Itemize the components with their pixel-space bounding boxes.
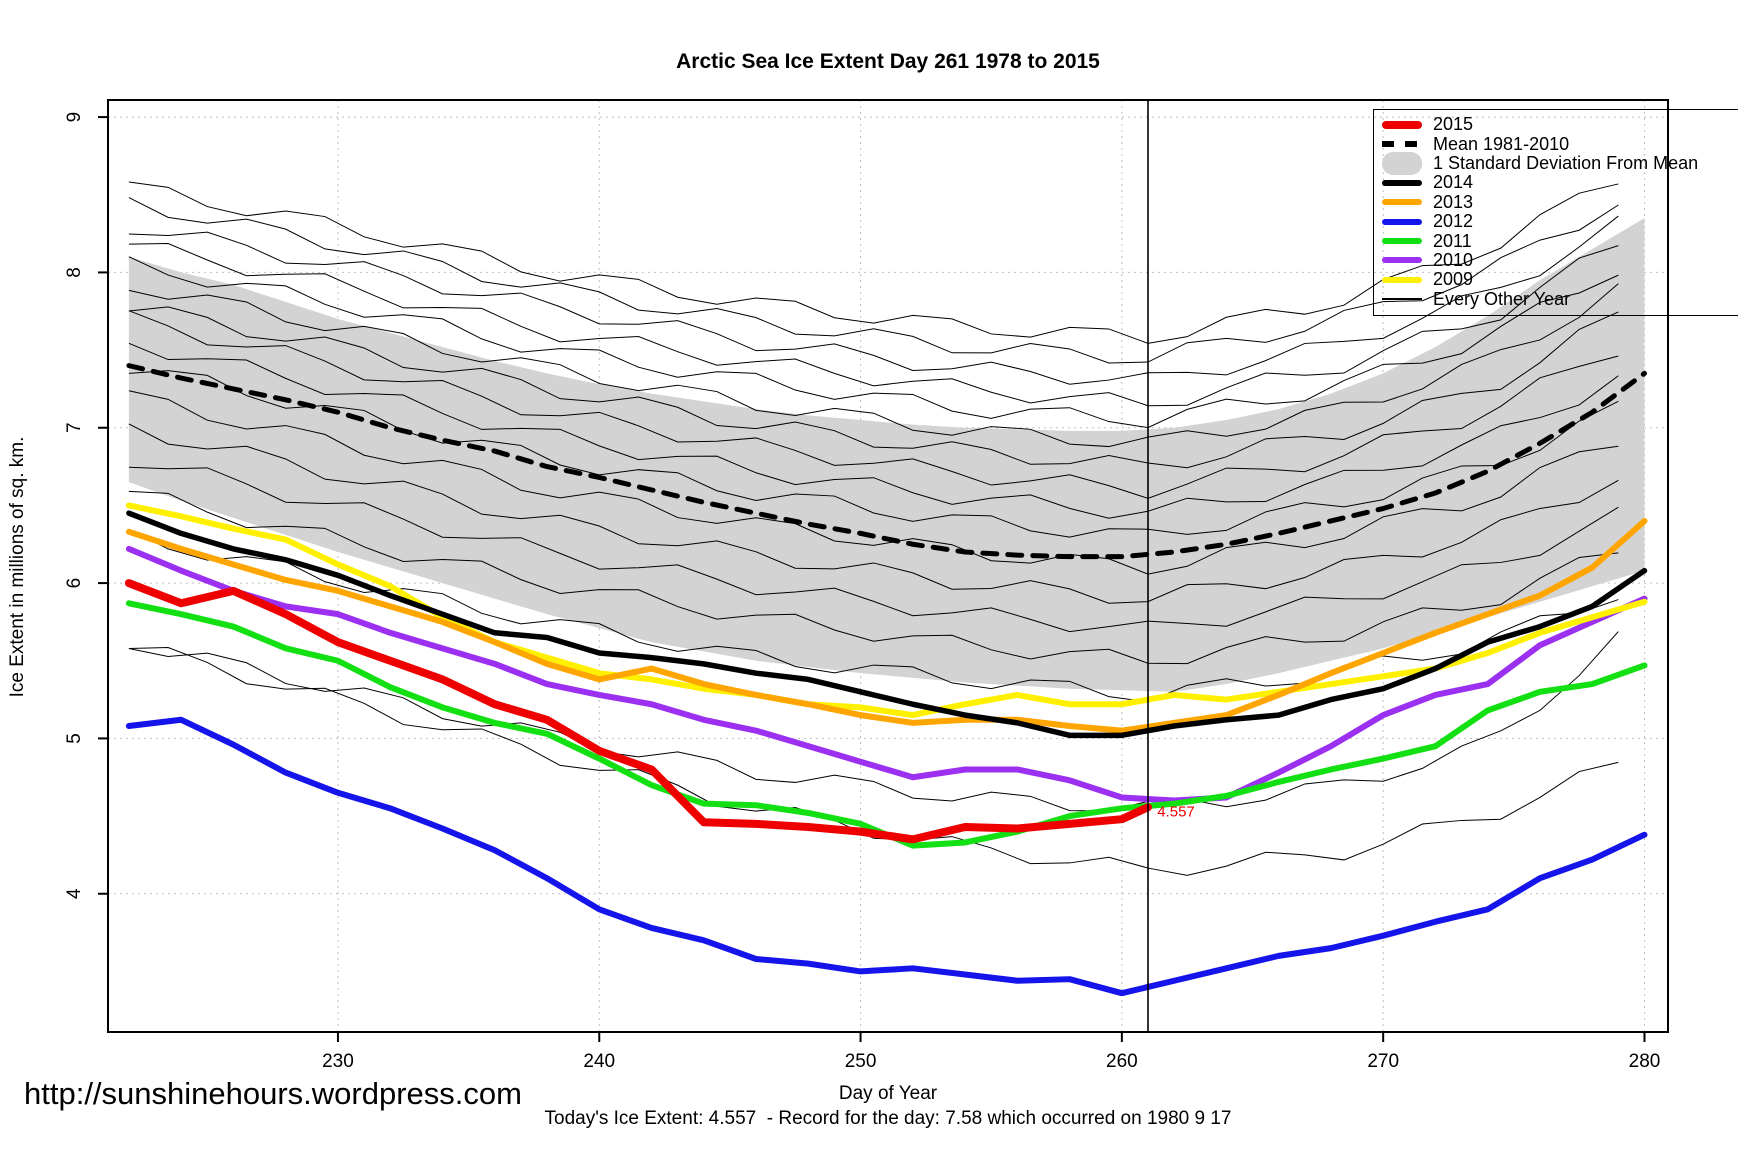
series-2009 — [125, 502, 1648, 719]
legend-swatch-thin — [1382, 298, 1422, 301]
legend-swatch-line — [1382, 276, 1422, 283]
legend-swatch-line — [1382, 238, 1422, 245]
series-2010 — [125, 545, 1648, 804]
y-axis-label: Ice Extent in millions of sq. km. — [7, 436, 28, 698]
legend-label: 2011 — [1433, 230, 1472, 251]
legend-swatch-band — [1382, 151, 1422, 175]
legend-label: 2009 — [1433, 269, 1474, 290]
svg-text:4: 4 — [64, 888, 85, 899]
chart-title: Arctic Sea Ice Extent Day 261 1978 to 20… — [676, 50, 1100, 73]
svg-text:9: 9 — [64, 112, 85, 123]
series-mean-1981-2010 — [126, 363, 1647, 560]
axis-ticks — [98, 116, 1646, 1042]
legend-item: 2013 — [1382, 191, 1738, 212]
legend-item: 2014 — [1382, 173, 1738, 192]
legend-label: Every Other Year — [1433, 288, 1571, 309]
svg-text:270: 270 — [1367, 1051, 1399, 1072]
svg-text:8: 8 — [64, 267, 85, 278]
legend-label: 1 Standard Deviation From Mean — [1433, 152, 1699, 173]
legend-swatch-line — [1382, 179, 1422, 186]
axis-tick-labels: 230 240 250 260 270 280 4 5 6 7 8 9 — [64, 112, 1660, 1072]
series-2014 — [126, 510, 1648, 739]
legend-item: 1 Standard Deviation From Mean — [1382, 151, 1738, 175]
svg-text:240: 240 — [583, 1051, 615, 1072]
legend-item: 2015 — [1382, 115, 1738, 134]
legend-swatch-line — [1382, 199, 1422, 206]
legend-label: 2010 — [1433, 249, 1474, 270]
legend-item: 2010 — [1382, 249, 1738, 270]
legend-swatch-dashed — [1382, 141, 1422, 148]
legend-item: 2012 — [1382, 212, 1738, 231]
legend-item: 2011 — [1382, 231, 1738, 250]
svg-text:260: 260 — [1106, 1051, 1138, 1072]
svg-text:250: 250 — [845, 1051, 877, 1072]
svg-text:280: 280 — [1629, 1051, 1661, 1072]
legend-swatch-line — [1382, 218, 1422, 225]
url-watermark: http://sunshinehours.wordpress.com — [24, 1076, 522, 1111]
legend-swatch-thick — [1382, 120, 1422, 129]
legend-item: Every Other Year — [1382, 288, 1738, 309]
svg-text:7: 7 — [64, 422, 85, 433]
svg-text:230: 230 — [322, 1051, 354, 1072]
caption-todays-extent: Today's Ice Extent: 4.557 - Record for t… — [544, 1108, 1232, 1129]
legend-label: Mean 1981-2010 — [1433, 133, 1570, 154]
legend-label: 2014 — [1433, 172, 1474, 193]
legend-label: 2012 — [1433, 211, 1474, 232]
svg-text:5: 5 — [64, 733, 85, 744]
legend-label: 2015 — [1433, 114, 1474, 135]
plot-border — [107, 99, 1669, 1033]
legend: 2015 Mean 1981-2010 1 Standard Deviation F… — [1373, 109, 1738, 316]
annotation-current-extent: 4.557 — [1157, 803, 1195, 820]
svg-text:6: 6 — [64, 578, 85, 589]
legend-item: Mean 1981-2010 — [1382, 134, 1738, 153]
series-2012 — [125, 716, 1648, 997]
series-2015 — [124, 579, 1152, 844]
series-2013 — [125, 517, 1648, 734]
every-other-year-lines — [128, 181, 1619, 876]
x-axis-label: Day of Year — [838, 1083, 938, 1104]
legend-swatch-line — [1382, 257, 1422, 264]
legend-label: 2013 — [1433, 191, 1474, 212]
legend-item: 2009 — [1382, 270, 1738, 289]
